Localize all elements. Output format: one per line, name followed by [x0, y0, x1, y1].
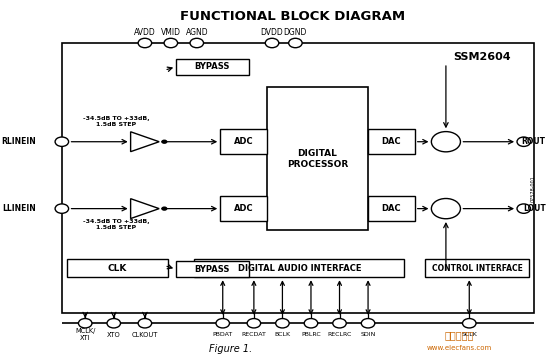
Bar: [62, 43, 534, 314]
Text: RECLRC: RECLRC: [327, 331, 352, 337]
Text: XTO: XTO: [107, 332, 121, 338]
Text: DVDD: DVDD: [260, 28, 284, 37]
Bar: [368, 129, 415, 154]
Text: SCLK: SCLK: [461, 331, 477, 337]
Circle shape: [164, 38, 178, 48]
Circle shape: [79, 319, 92, 328]
Text: ROUT: ROUT: [521, 137, 546, 146]
Circle shape: [138, 319, 152, 328]
Text: PBLRC: PBLRC: [301, 331, 321, 337]
Text: RECDAT: RECDAT: [242, 331, 267, 337]
Circle shape: [431, 199, 461, 219]
Text: LOUT: LOUT: [523, 204, 546, 213]
Text: DIGITAL
PROCESSOR: DIGITAL PROCESSOR: [287, 149, 348, 168]
Text: Figure 1.: Figure 1.: [209, 343, 252, 354]
Text: FUNCTIONAL BLOCK DIAGRAM: FUNCTIONAL BLOCK DIAGRAM: [180, 11, 405, 24]
Circle shape: [431, 132, 461, 152]
Circle shape: [265, 38, 279, 48]
Text: SDIN: SDIN: [361, 331, 375, 337]
Text: -34.5dB TO +33dB,
1.5dB STEP: -34.5dB TO +33dB, 1.5dB STEP: [83, 117, 150, 127]
Text: CLK: CLK: [108, 264, 127, 273]
Text: BYPASS: BYPASS: [195, 265, 230, 274]
Text: ADC: ADC: [234, 204, 253, 213]
Bar: [368, 196, 415, 221]
Text: DAC: DAC: [382, 204, 401, 213]
Circle shape: [161, 207, 168, 211]
Text: VMID: VMID: [161, 28, 181, 37]
Text: MCLK/
XTI: MCLK/ XTI: [75, 328, 95, 341]
Circle shape: [517, 204, 530, 213]
Text: BYPASS: BYPASS: [195, 62, 230, 71]
Text: 07578-001: 07578-001: [530, 175, 536, 202]
Text: PBDAT: PBDAT: [212, 331, 233, 337]
Bar: [176, 261, 249, 277]
Bar: [67, 259, 168, 277]
Text: 电子发烧友: 电子发烧友: [444, 330, 473, 340]
Text: -34.5dB TO +33dB,
1.5dB STEP: -34.5dB TO +33dB, 1.5dB STEP: [83, 220, 150, 230]
Circle shape: [517, 137, 530, 146]
Text: AGND: AGND: [185, 28, 208, 37]
Text: BCLK: BCLK: [274, 331, 290, 337]
Circle shape: [462, 319, 476, 328]
Circle shape: [289, 38, 302, 48]
Circle shape: [138, 38, 152, 48]
Text: AVDD: AVDD: [134, 28, 156, 37]
Circle shape: [190, 38, 204, 48]
Circle shape: [333, 319, 346, 328]
Text: RLINEIN: RLINEIN: [1, 137, 36, 146]
Circle shape: [55, 204, 69, 213]
Text: CLKOUT: CLKOUT: [132, 332, 158, 338]
Circle shape: [247, 319, 260, 328]
Text: LLINEIN: LLINEIN: [2, 204, 36, 213]
Bar: [267, 87, 368, 230]
Text: SSM2604: SSM2604: [453, 52, 511, 62]
Circle shape: [161, 139, 168, 144]
Text: DAC: DAC: [382, 137, 401, 146]
Bar: [194, 259, 404, 277]
Text: www.elecfans.com: www.elecfans.com: [426, 345, 492, 351]
Circle shape: [276, 319, 289, 328]
Circle shape: [55, 137, 69, 146]
Bar: [425, 259, 529, 277]
Polygon shape: [131, 132, 159, 152]
Bar: [176, 58, 249, 75]
Circle shape: [216, 319, 229, 328]
Circle shape: [361, 319, 375, 328]
Polygon shape: [131, 199, 159, 219]
Circle shape: [107, 319, 121, 328]
Text: DIGITAL AUDIO INTERFACE: DIGITAL AUDIO INTERFACE: [238, 264, 361, 273]
Text: ADC: ADC: [234, 137, 253, 146]
Text: CONTROL INTERFACE: CONTROL INTERFACE: [431, 264, 523, 273]
Circle shape: [304, 319, 318, 328]
Bar: [220, 196, 267, 221]
Bar: [220, 129, 267, 154]
Text: DGND: DGND: [284, 28, 307, 37]
